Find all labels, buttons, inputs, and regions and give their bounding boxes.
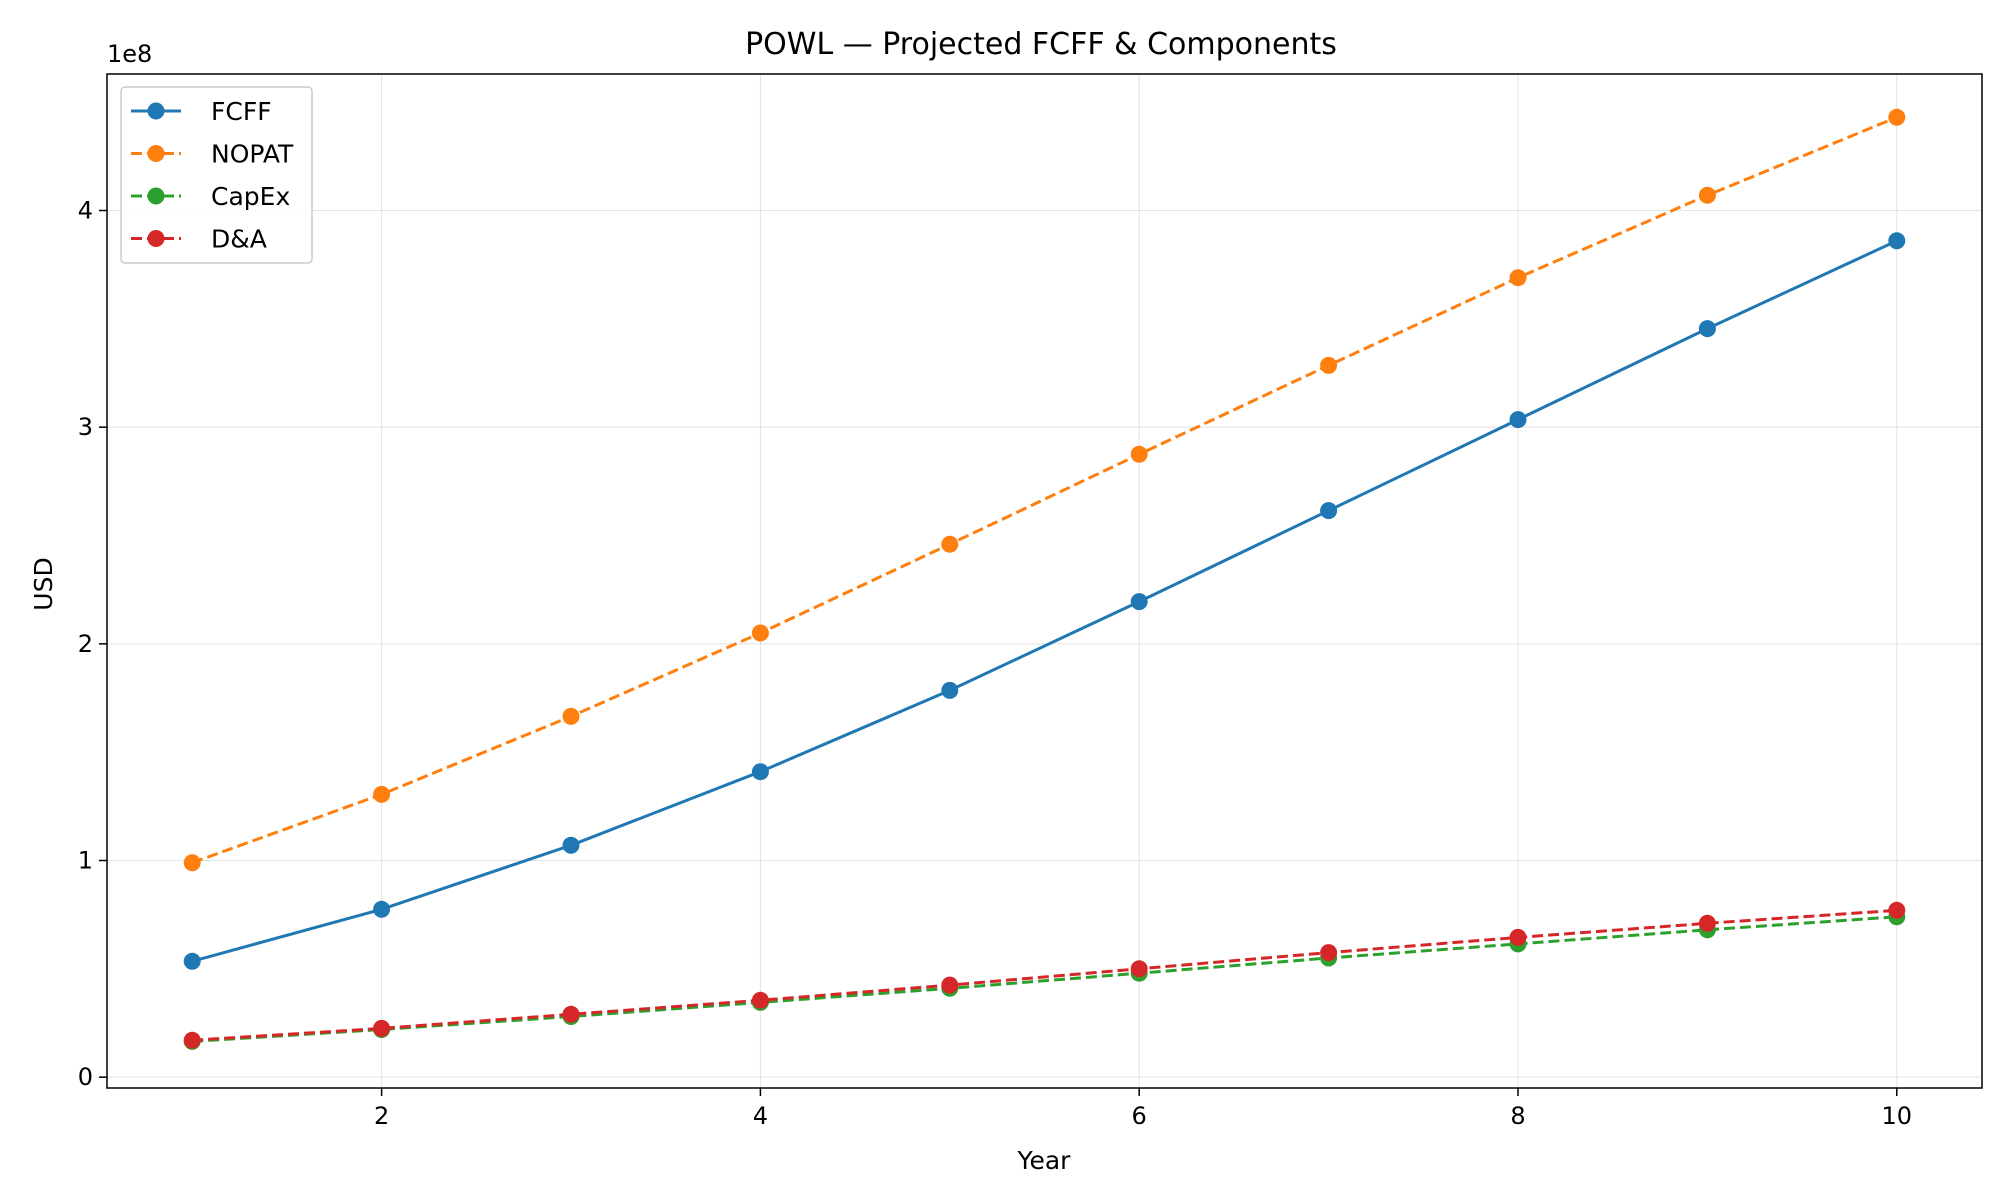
data-point-fcff (1509, 411, 1527, 429)
y-axis-label: USD (29, 557, 58, 610)
data-point-fcff (1320, 502, 1338, 520)
data-point-d-a (1888, 901, 1906, 919)
legend: FCFF NOPAT CapEx D&A (120, 86, 313, 264)
legend-marker (147, 145, 165, 162)
data-point-nopat (1130, 445, 1148, 463)
y-offset-label: 1e8 (107, 40, 152, 68)
y-tick-label: 4 (78, 197, 93, 225)
series-d-a (183, 901, 1906, 1049)
x-tick-label: 8 (1510, 1102, 1525, 1130)
x-tick-label: 10 (1881, 1102, 1912, 1130)
x-tick-label: 4 (753, 1102, 768, 1130)
legend-label: NOPAT (211, 140, 294, 169)
series-layer (183, 108, 1906, 1050)
y-axis: 0 1 2 3 4 (78, 197, 107, 1091)
data-point-nopat (373, 785, 391, 803)
legend-label: D&A (211, 225, 267, 254)
chart-title: POWL — Projected FCFF & Components (745, 27, 1337, 62)
data-point-d-a (183, 1031, 201, 1049)
x-tick-label: 6 (1132, 1102, 1147, 1130)
y-tick-label: 3 (78, 413, 93, 441)
data-point-d-a (1698, 914, 1716, 932)
data-point-nopat (941, 535, 959, 553)
x-axis-label: Year (1017, 1146, 1072, 1175)
data-point-fcff (373, 900, 391, 918)
y-tick-label: 0 (78, 1063, 93, 1091)
legend-item-d-a: D&A (131, 225, 267, 254)
data-point-d-a (562, 1005, 580, 1023)
legend-marker (147, 102, 165, 120)
data-point-fcff (941, 681, 959, 699)
legend-marker (147, 230, 165, 247)
series-line-capex (192, 915, 1897, 1043)
series-line-fcff (191, 239, 1898, 963)
data-point-fcff (751, 763, 769, 781)
series-line-nopat (191, 115, 1898, 865)
data-point-nopat (1509, 269, 1527, 287)
data-point-nopat (562, 707, 580, 725)
y-tick-label: 1 (78, 847, 93, 875)
data-point-fcff (1130, 593, 1148, 611)
x-tick-label: 2 (374, 1102, 389, 1130)
data-point-d-a (1509, 928, 1527, 946)
data-point-fcff (1888, 232, 1906, 250)
legend-box (120, 86, 313, 264)
series-fcff (183, 232, 1906, 970)
data-point-nopat (1888, 108, 1906, 126)
legend-item-capex: CapEx (131, 182, 290, 211)
series-line-d-a (192, 908, 1897, 1042)
plot-frame (106, 73, 1983, 1089)
data-point-nopat (751, 624, 769, 642)
data-point-nopat (183, 854, 201, 872)
data-point-fcff (183, 952, 201, 970)
x-axis: 2 4 6 8 10 (374, 1088, 1912, 1130)
y-tick-label: 2 (78, 630, 93, 658)
data-point-d-a (373, 1019, 391, 1037)
data-point-d-a (941, 976, 959, 994)
data-point-fcff (1698, 320, 1716, 338)
data-point-fcff (562, 836, 580, 854)
data-point-d-a (1320, 944, 1338, 962)
legend-label: FCFF (211, 97, 272, 126)
data-point-nopat (1698, 186, 1716, 204)
data-point-d-a (751, 991, 769, 1009)
legend-item-nopat: NOPAT (131, 140, 294, 169)
data-point-nopat (1320, 356, 1338, 374)
series-nopat (183, 108, 1906, 872)
legend-marker (147, 187, 165, 205)
legend-label: CapEx (211, 182, 290, 211)
data-point-d-a (1130, 960, 1148, 978)
gridlines (107, 74, 1982, 1088)
legend-item-fcff: FCFF (131, 97, 272, 126)
